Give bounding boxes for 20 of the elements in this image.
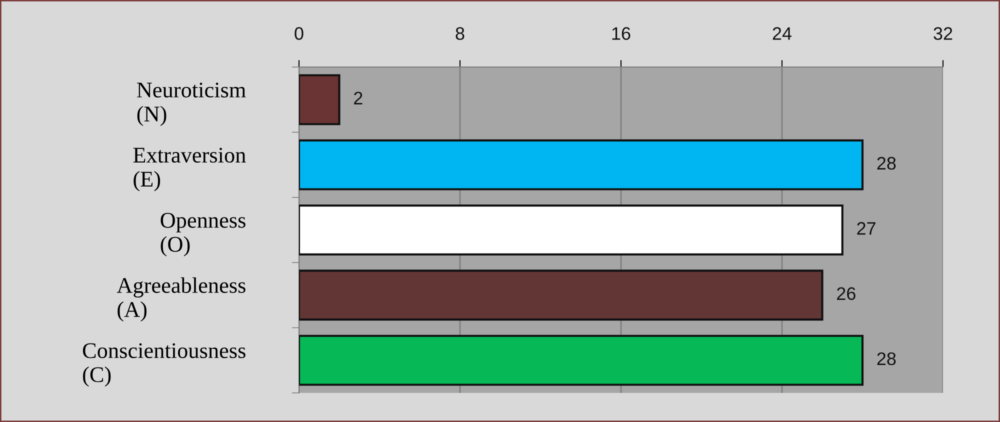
x-tick-label: 16	[612, 27, 630, 40]
x-tick-label: 32	[934, 27, 952, 40]
y-tick-label: Extraversion (E)	[133, 148, 246, 192]
data-label: 26	[837, 287, 856, 300]
x-tick-label: 24	[772, 27, 792, 40]
y-tick-label: Neuroticism (N)	[137, 82, 246, 126]
bar	[299, 139, 864, 190]
bar	[299, 74, 340, 126]
data-label: 27	[857, 222, 876, 235]
x-tick-label: 8	[456, 27, 464, 40]
y-tick-label: Agreeableness (A)	[116, 277, 246, 322]
y-tick-label: Conscientiousness (C)	[82, 343, 246, 387]
bar	[299, 204, 844, 256]
data-label: 28	[877, 156, 896, 170]
data-label: 2	[354, 92, 362, 104]
data-label: 28	[877, 352, 896, 366]
bar	[299, 334, 864, 386]
x-tick-label: 0	[294, 27, 304, 40]
bar	[299, 270, 824, 321]
y-tick-label: Openness (O)	[160, 212, 246, 256]
